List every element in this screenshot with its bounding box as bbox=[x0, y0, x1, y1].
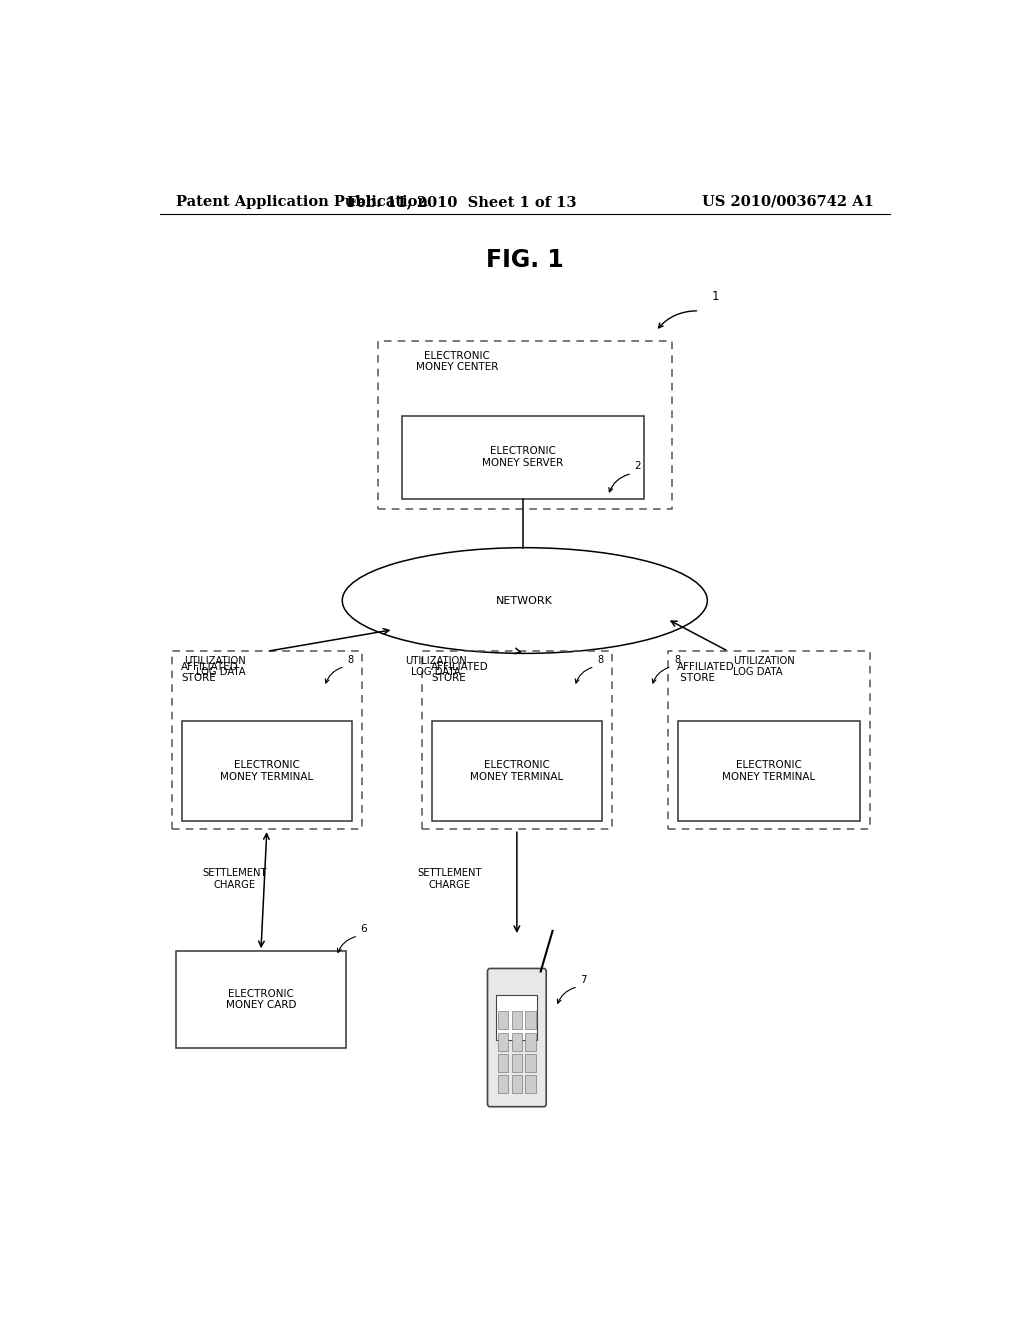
Bar bbox=[525, 1076, 536, 1093]
Text: ELECTRONIC
MONEY SERVER: ELECTRONIC MONEY SERVER bbox=[482, 446, 563, 469]
Text: ELECTRONIC
MONEY CENTER: ELECTRONIC MONEY CENTER bbox=[416, 351, 499, 372]
Text: 8: 8 bbox=[347, 655, 353, 664]
Text: 8: 8 bbox=[597, 655, 603, 664]
Text: 7: 7 bbox=[581, 974, 587, 985]
Bar bbox=[432, 722, 602, 821]
Bar bbox=[378, 342, 672, 510]
Bar bbox=[512, 1032, 522, 1051]
Bar bbox=[525, 1011, 536, 1030]
FancyBboxPatch shape bbox=[487, 969, 546, 1106]
Text: NETWORK: NETWORK bbox=[497, 595, 553, 606]
Text: AFFILIATED
STORE: AFFILIATED STORE bbox=[431, 661, 488, 684]
Text: 6: 6 bbox=[360, 924, 368, 935]
Bar bbox=[498, 1076, 508, 1093]
Bar bbox=[401, 416, 644, 499]
Bar bbox=[498, 1053, 508, 1072]
Text: 1: 1 bbox=[712, 289, 719, 302]
Bar bbox=[512, 1011, 522, 1030]
Bar bbox=[498, 1032, 508, 1051]
Bar bbox=[678, 722, 860, 821]
Bar bbox=[668, 651, 870, 829]
Text: Patent Application Publication: Patent Application Publication bbox=[176, 195, 428, 209]
Bar bbox=[497, 995, 538, 1040]
Text: 2: 2 bbox=[634, 462, 641, 471]
Text: SETTLEMENT
CHARGE: SETTLEMENT CHARGE bbox=[202, 869, 266, 890]
Text: ELECTRONIC
MONEY TERMINAL: ELECTRONIC MONEY TERMINAL bbox=[470, 760, 563, 781]
Bar bbox=[498, 1011, 508, 1030]
Bar bbox=[525, 1053, 536, 1072]
Text: US 2010/0036742 A1: US 2010/0036742 A1 bbox=[702, 195, 873, 209]
Text: ELECTRONIC
MONEY CARD: ELECTRONIC MONEY CARD bbox=[225, 989, 296, 1010]
Bar bbox=[182, 722, 352, 821]
Text: UTILIZATION
LOG DATA: UTILIZATION LOG DATA bbox=[183, 656, 246, 677]
Text: AFFILIATED
STORE: AFFILIATED STORE bbox=[181, 661, 239, 684]
Text: ELECTRONIC
MONEY TERMINAL: ELECTRONIC MONEY TERMINAL bbox=[722, 760, 815, 781]
Bar bbox=[512, 1076, 522, 1093]
Bar bbox=[512, 1053, 522, 1072]
Bar bbox=[422, 651, 612, 829]
Bar bbox=[176, 952, 346, 1048]
Text: ELECTRONIC
MONEY TERMINAL: ELECTRONIC MONEY TERMINAL bbox=[220, 760, 313, 781]
Text: FIG. 1: FIG. 1 bbox=[486, 248, 563, 272]
Text: Feb. 11, 2010  Sheet 1 of 13: Feb. 11, 2010 Sheet 1 of 13 bbox=[346, 195, 577, 209]
Text: SETTLEMENT
CHARGE: SETTLEMENT CHARGE bbox=[417, 869, 481, 890]
Bar bbox=[525, 1032, 536, 1051]
Text: UTILIZATION
LOG DATA: UTILIZATION LOG DATA bbox=[406, 656, 467, 677]
Text: AFFILIATED
 STORE: AFFILIATED STORE bbox=[677, 661, 735, 684]
Text: UTILIZATION
LOG DATA: UTILIZATION LOG DATA bbox=[733, 656, 795, 677]
Bar bbox=[172, 651, 362, 829]
Text: 8: 8 bbox=[674, 655, 680, 664]
